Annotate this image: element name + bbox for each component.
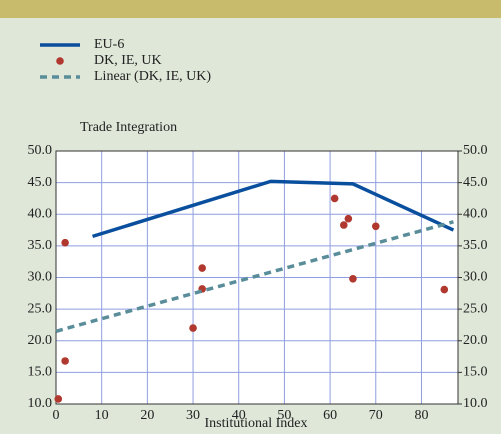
y-tick-label: 30.0 — [28, 270, 53, 285]
scatter-point — [371, 222, 380, 231]
y-tick-label: 10.0 — [28, 396, 53, 411]
y2-tick-label: 20.0 — [463, 333, 488, 348]
x-tick-label: 30 — [186, 408, 200, 423]
y-tick-label: 20.0 — [28, 333, 53, 348]
scatter-point — [330, 194, 339, 203]
x-tick-label: 70 — [369, 408, 383, 423]
x-tick-label: 50 — [277, 408, 291, 423]
header-band — [0, 0, 501, 18]
legend-label: EU-6 — [94, 37, 124, 52]
y-tick-label: 40.0 — [28, 206, 53, 221]
x-tick-label: 10 — [95, 408, 109, 423]
y-tick-label: 35.0 — [28, 238, 53, 253]
scatter-point — [344, 214, 353, 223]
series-line — [92, 179, 455, 239]
y-tick-label: 15.0 — [28, 365, 53, 380]
x-tick-label: 0 — [53, 408, 60, 423]
plot-frame — [55, 150, 459, 405]
y2-tick-label: 15.0 — [463, 365, 488, 380]
x-tick-label: 40 — [232, 408, 246, 423]
x-axis-title: Institutional Index — [204, 416, 307, 431]
scatter-point — [61, 238, 69, 247]
scatter-point — [61, 357, 69, 365]
y-tick-label: 45.0 — [28, 175, 53, 190]
scatter-point — [198, 264, 206, 272]
y2-tick-label: 25.0 — [463, 301, 488, 316]
x-tick-label: 20 — [140, 408, 154, 423]
scatter-point — [54, 395, 63, 403]
y-tick-label: 25.0 — [28, 301, 53, 316]
y-axis-title: Trade Integration — [80, 120, 177, 135]
y2-tick-label: 10.0 — [463, 396, 488, 411]
scatter-point — [349, 274, 357, 283]
legend-label: DK, IE, UK — [94, 53, 162, 68]
y-tick-label: 50.0 — [28, 143, 53, 158]
y2-tick-label: 35.0 — [463, 238, 488, 253]
series-line — [55, 220, 454, 333]
y2-tick-label: 30.0 — [463, 270, 488, 285]
y2-tick-label: 50.0 — [463, 143, 488, 158]
x-tick-label: 80 — [414, 408, 428, 423]
scatter-point — [339, 221, 348, 229]
scatter-point — [440, 285, 449, 294]
x-tick-label: 60 — [323, 408, 337, 423]
legend-marker — [56, 57, 64, 65]
legend-label: Linear (DK, IE, UK) — [94, 69, 211, 84]
y2-tick-label: 45.0 — [463, 175, 488, 190]
scatter-point — [189, 324, 197, 332]
y2-tick-label: 40.0 — [463, 206, 488, 221]
